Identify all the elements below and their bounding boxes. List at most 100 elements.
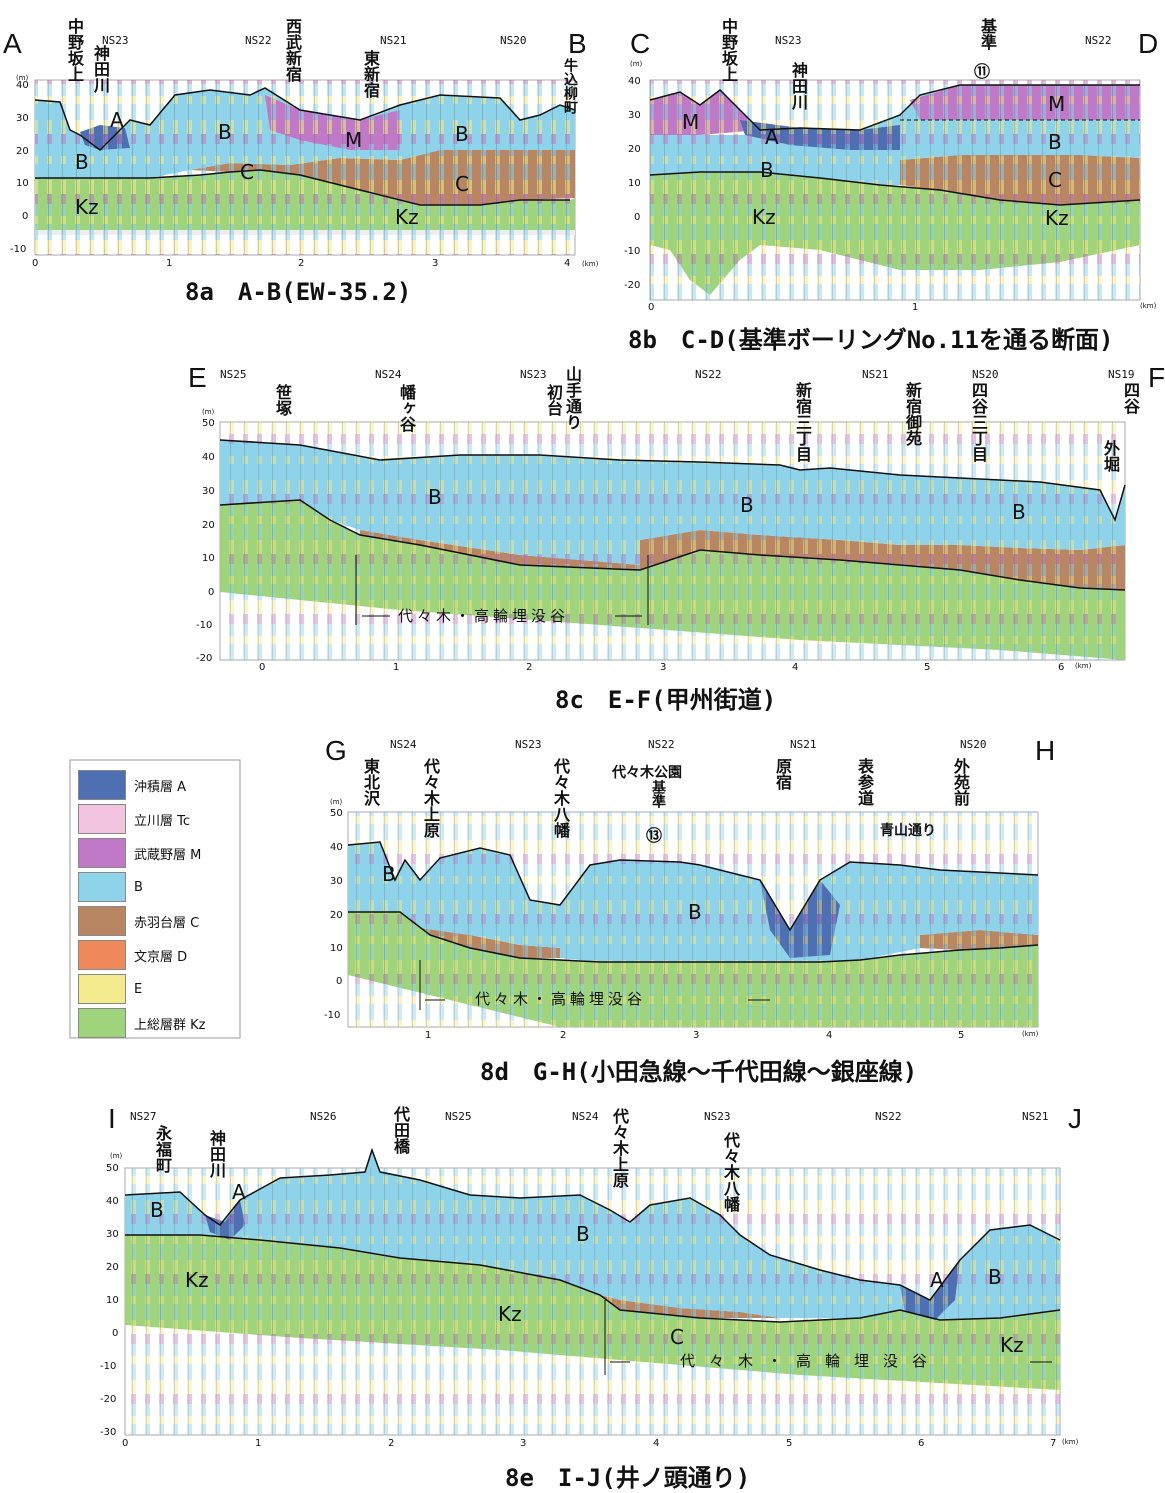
section-8d-y-tick: 10 [330,943,343,954]
section-8d-unit-label: B [688,900,702,924]
section-8e-unit-label: B [576,1222,590,1246]
section-8c-ns-label: NS20 [972,368,999,381]
section-8b-y-unit: (m) [630,60,643,68]
section-8e-ns-label: NS24 [572,1110,599,1123]
section-8c-x-tick: 5 [924,662,931,673]
section-8b-unit-label: A [765,125,779,149]
section-8e-y-tick: 30 [106,1229,119,1240]
section-8b-place-label: 中野坂上 [719,18,738,82]
section-8e-valley-label: 代々木・高輪埋没谷 [680,1352,942,1370]
legend-swatch [78,1008,126,1038]
section-8b-place-label: ⑪ [974,62,991,81]
section-8a-place-label: 西武新宿 [283,18,302,82]
section-8a-unit-label: M [345,128,363,152]
legend-item: E [78,972,238,1006]
section-8b-start-label: C [630,28,651,59]
legend-swatch [78,770,126,800]
section-8a-y-unit: (m) [16,74,29,82]
legend-label: B [134,879,143,895]
section-8a-unit-label: A [110,108,124,132]
section-8c-x-tick: 1 [393,662,400,673]
section-8d-x-tick: 2 [560,1030,567,1041]
section-8b-y-tick: -20 [624,280,641,291]
section-8a-x-tick: 1 [166,258,173,269]
section-8d-place-label: 代々木八幡 [551,758,570,838]
section-8e-y-tick: -10 [100,1361,117,1372]
section-8d-end-label: H [1035,735,1056,766]
section-8e-y-tick: 0 [112,1328,119,1339]
section-8d [347,811,1039,1028]
section-8c-ns-label: NS23 [520,368,547,381]
section-8c-place-label: 新宿三丁目 [793,382,812,462]
section-8e-unit-label: Kz [1000,1333,1024,1357]
section-8a-x-tick: 2 [298,258,305,269]
section-8b-place-label: 神田川 [789,62,808,110]
section-8e-unit-label: Kz [185,1268,209,1292]
section-8c-place-label: 幡ヶ谷 [397,384,416,432]
section-8e-place-label: 代々木八幡 [721,1132,740,1212]
section-8e-x-tick: 5 [786,1438,793,1449]
section-8d-start-label: G [325,735,347,766]
section-8a-x-tick: 0 [32,258,39,269]
section-8a-x-unit: (km) [582,260,599,268]
section-8e-end-label: J [1068,1103,1082,1134]
section-8c-caption: 8c E-F(甲州街道) [555,686,777,714]
section-8a-unit-label: Kz [395,205,419,229]
section-8d-ns-label: NS20 [960,738,987,751]
section-8a-unit-label: B [218,120,232,144]
section-8a-y-tick: 30 [16,113,29,124]
section-8d-place-label: 東北沢 [361,758,380,806]
section-8c-y-tick: 50 [202,418,215,429]
section-8e-x-tick: 4 [653,1438,660,1449]
section-8e-x-tick: 3 [520,1438,527,1449]
section-8c-place-label: 山手通り [563,366,582,430]
section-8c-unit-label: B [1012,500,1026,524]
legend-item: 文京層 D [78,938,238,972]
section-8e-y-tick: -30 [100,1427,117,1438]
section-8d-y-tick: 0 [336,976,343,987]
legend-label: 上総層群 Kz [134,1017,206,1033]
legend-label: 赤羽台層 C [134,915,200,931]
section-8c-y-tick: 40 [202,452,215,463]
section-8c-y-tick: 10 [202,553,215,564]
section-8b-y-tick: 30 [628,110,641,121]
section-8b-unit-label: M [682,110,700,134]
section-8d-unit-label: B [382,862,396,886]
section-8d-place-label: ⑬ [646,826,663,845]
section-8a-unit-label: B [455,122,469,146]
section-8e-ns-label: NS21 [1022,1110,1049,1123]
section-8a-unit-label: B [75,150,89,174]
section-8a-unit-label: C [455,172,469,196]
section-8d-ns-label: NS21 [790,738,817,751]
section-8c-ns-label: NS22 [695,368,722,381]
section-8b-y-tick: 0 [634,212,641,223]
legend-label: 立川層 Tc [134,813,191,829]
section-8c [219,421,1126,661]
section-8b-ns-label: NS22 [1085,34,1112,47]
section-8e-x-tick: 6 [918,1438,925,1449]
section-8b-place-label: 基準 [978,18,997,50]
section-8e-x-tick: 0 [122,1438,129,1449]
section-8b-y-tick: -10 [624,246,641,257]
section-8a-place-label: 東新宿 [361,50,380,98]
section-8e-unit-label: A [232,1180,246,1204]
section-8e-unit-label: A [930,1268,944,1292]
section-8d-place-label: 表参道 [855,758,874,806]
section-8d-y-tick: 40 [330,842,343,853]
section-8b-y-tick: 20 [628,144,641,155]
section-8a-place-label: 牛込柳町 [562,58,578,114]
section-8e-place-label: 永福町 [153,1125,172,1173]
section-8d-y-tick: 30 [330,876,343,887]
section-8b-unit-label: B [1048,130,1062,154]
section-8d-caption: 8d G-H(小田急線～千代田線～銀座線) [480,1058,918,1086]
section-8c-unit-label: B [428,485,442,509]
section-8d-place-label: 代々木上原 [421,758,440,838]
section-8a-place-label: 神田川 [91,45,110,93]
section-8b-unit-label: M [1048,92,1066,116]
section-8e-y-unit: (m) [110,1152,123,1160]
section-8e-y-tick: 40 [106,1196,119,1207]
section-8c-x-unit: (km) [1075,662,1092,670]
section-8c-x-tick: 3 [660,662,667,673]
